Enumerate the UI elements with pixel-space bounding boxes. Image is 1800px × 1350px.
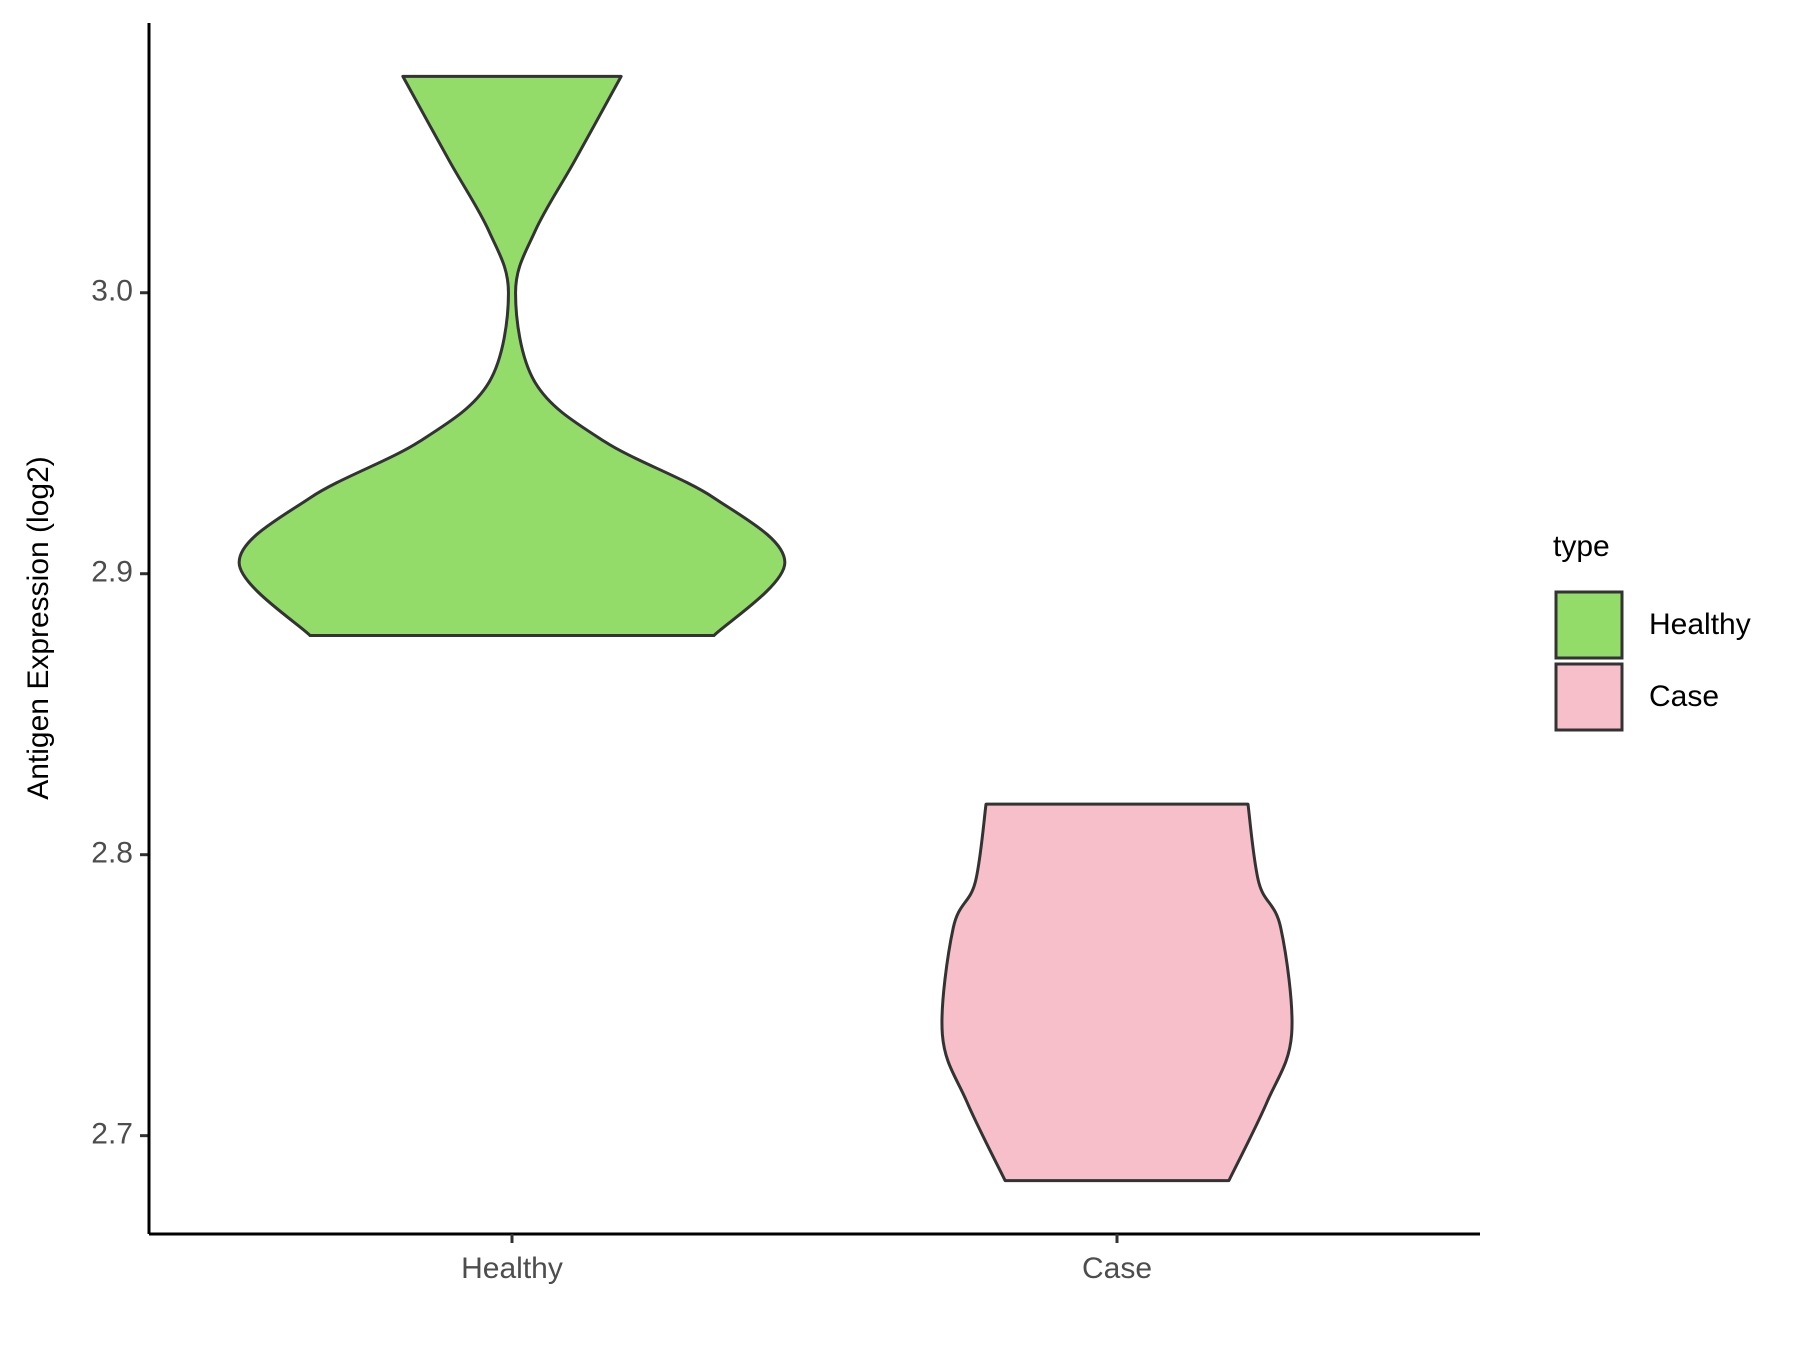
legend-key (1554, 590, 1624, 660)
y-tick-label: 2.9 (91, 556, 133, 589)
legend-label: Case (1649, 680, 1719, 713)
y-tick-label: 3.0 (91, 275, 133, 308)
y-axis-title: Antigen Expression (log2) (22, 456, 55, 800)
legend-key (1554, 662, 1624, 732)
x-tick-label: Case (1082, 1252, 1152, 1285)
legend-label: Healthy (1649, 608, 1751, 641)
violin (237, 74, 787, 638)
violin (940, 802, 1294, 1183)
y-tick-label: 2.7 (91, 1118, 133, 1151)
legend-title: type (1553, 530, 1610, 563)
x-tick-label: Healthy (461, 1252, 563, 1285)
y-tick-label: 2.8 (91, 837, 133, 870)
